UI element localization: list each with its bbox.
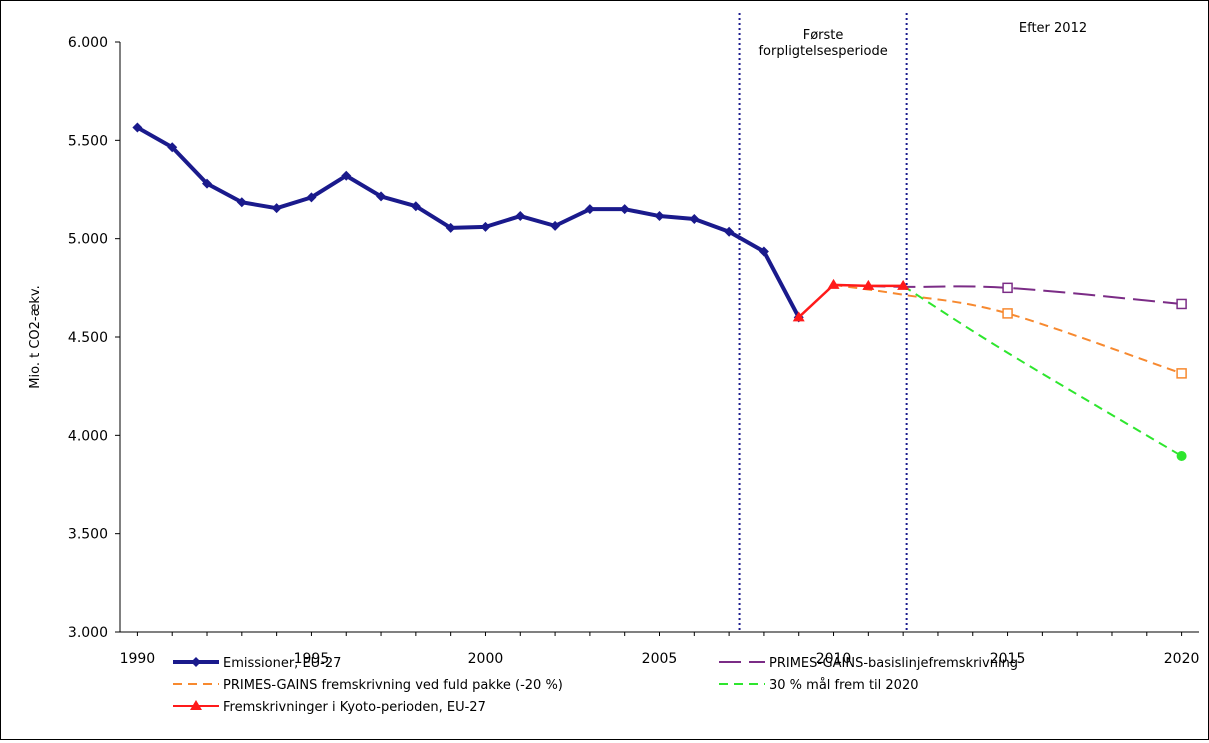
- data-point: [480, 221, 491, 232]
- period-label-first: forpligtelsesperiode: [758, 44, 887, 59]
- series-line: [902, 285, 1183, 457]
- data-point: [897, 279, 910, 290]
- series-layer: [132, 122, 1187, 461]
- data-point: [341, 170, 352, 181]
- data-point: [1002, 308, 1013, 319]
- data-point: [1176, 368, 1187, 379]
- series-line: [833, 283, 1182, 375]
- data-point: [515, 211, 526, 222]
- x-tick-label: 1995: [294, 651, 330, 667]
- x-ticks: 1990 1995 2000 2005 2010 2015 2020: [120, 632, 1200, 667]
- data-point: [1176, 298, 1187, 310]
- data-point: [167, 142, 178, 153]
- legend-item: PRIMES-GAINS-basislinjefremskrivning: [719, 656, 1018, 671]
- data-point: [410, 201, 421, 212]
- legend-item: Emissioner, EU-27: [173, 656, 341, 671]
- x-tick-label: 2005: [642, 651, 678, 667]
- period-label-after: Efter 2012: [1019, 21, 1087, 36]
- x-tick-label: 2020: [1164, 651, 1200, 667]
- series-4: [792, 278, 910, 322]
- y-axis-label: Mio. t CO2-ækv.: [28, 285, 43, 388]
- data-point: [792, 311, 805, 322]
- legend-marker: [190, 700, 202, 710]
- x-tick-label: 2000: [468, 651, 504, 667]
- x-tick-label: 1990: [120, 651, 156, 667]
- data-point: [758, 246, 769, 257]
- legend-label: PRIMES-GAINS fremskrivning ved fuld pakk…: [223, 678, 563, 693]
- series-0: [132, 122, 804, 323]
- data-point: [132, 122, 143, 133]
- y-tick-label: 5.500: [68, 133, 108, 149]
- legend-item: Fremskrivninger i Kyoto-perioden, EU-27: [173, 700, 486, 715]
- legend-label: Emissioner, EU-27: [223, 656, 341, 671]
- series-line: [136, 125, 801, 319]
- data-point: [827, 278, 840, 289]
- y-ticks: 3.000 3.500 4.000 4.500 5.000 5.500 6.000: [68, 35, 120, 641]
- y-tick-label: 6.000: [68, 35, 108, 51]
- legend-label: Fremskrivninger i Kyoto-perioden, EU-27: [223, 700, 486, 715]
- data-point: [236, 197, 247, 208]
- data-point: [619, 204, 630, 215]
- legend-label: PRIMES-GAINS-basislinjefremskrivning: [769, 656, 1018, 671]
- series-line: [797, 283, 904, 319]
- x-tick-label: 2015: [990, 651, 1026, 667]
- data-point: [1002, 282, 1013, 294]
- period-label-first: Første: [803, 28, 844, 43]
- data-point: [862, 279, 875, 290]
- data-point: [1176, 450, 1187, 461]
- x-tick-label: 2010: [816, 651, 852, 667]
- y-tick-label: 3.500: [68, 527, 108, 543]
- data-point: [445, 222, 456, 233]
- data-point: [584, 204, 595, 215]
- data-point: [306, 192, 317, 203]
- data-point: [654, 211, 665, 222]
- y-tick-label: 3.000: [68, 625, 108, 641]
- data-point: [550, 220, 561, 231]
- data-point: [724, 226, 735, 237]
- series-3: [902, 285, 1187, 461]
- y-tick-label: 5.000: [68, 232, 108, 248]
- data-point: [271, 203, 282, 214]
- data-point: [376, 191, 387, 202]
- series-2: [833, 283, 1187, 379]
- y-tick-label: 4.500: [68, 330, 108, 346]
- legend-item: PRIMES-GAINS fremskrivning ved fuld pakk…: [173, 678, 563, 693]
- legend-item: 30 % mål frem til 2020: [719, 678, 919, 693]
- legend-marker: [191, 657, 201, 667]
- legend-label: 30 % mål frem til 2020: [769, 678, 919, 693]
- y-tick-label: 4.000: [68, 428, 108, 444]
- data-point: [202, 178, 213, 189]
- data-point: [689, 214, 700, 224]
- legend: Emissioner, EU-27 PRIMES-GAINS-basislinje…: [173, 656, 1018, 715]
